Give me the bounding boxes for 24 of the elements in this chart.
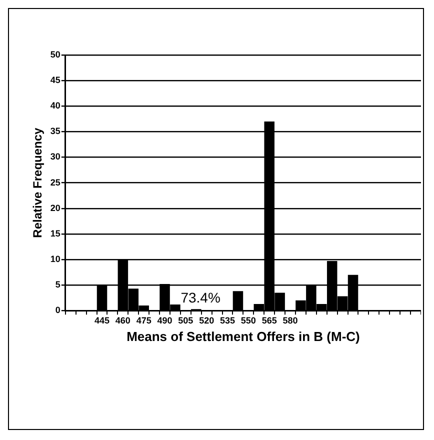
y-axis-title: Relative Frequency <box>30 127 45 238</box>
y-tick-label: 40 <box>50 100 60 111</box>
y-tick-label: 45 <box>50 75 60 86</box>
x-tick-label: 565 <box>262 315 277 326</box>
x-tick-label: 460 <box>115 315 130 326</box>
x-tick-label: 535 <box>220 315 236 326</box>
x-tick-label: 550 <box>240 315 256 326</box>
y-tick-label: 15 <box>50 228 60 238</box>
x-tick-label: 580 <box>282 315 298 326</box>
x-tick-label: 445 <box>94 315 110 326</box>
x-tick-label: 490 <box>157 315 172 326</box>
y-tick-label: 0 <box>55 305 60 316</box>
y-tick-label: 25 <box>50 177 60 188</box>
x-tick-label: 520 <box>199 315 214 326</box>
x-tick-label: 505 <box>178 315 194 326</box>
y-tick-label: 5 <box>55 280 60 290</box>
y-tick-label: 50 <box>50 49 60 60</box>
y-tick-label: 35 <box>50 126 60 136</box>
y-tick-label: 20 <box>50 202 60 213</box>
y-tick-label: 30 <box>50 152 60 162</box>
x-tick-label: 475 <box>136 315 152 326</box>
x-axis-title: Means of Settlement Offers in B (M-C) <box>126 328 360 344</box>
y-tick-label: 10 <box>50 254 60 264</box>
annotation: 73.4% <box>180 290 220 306</box>
